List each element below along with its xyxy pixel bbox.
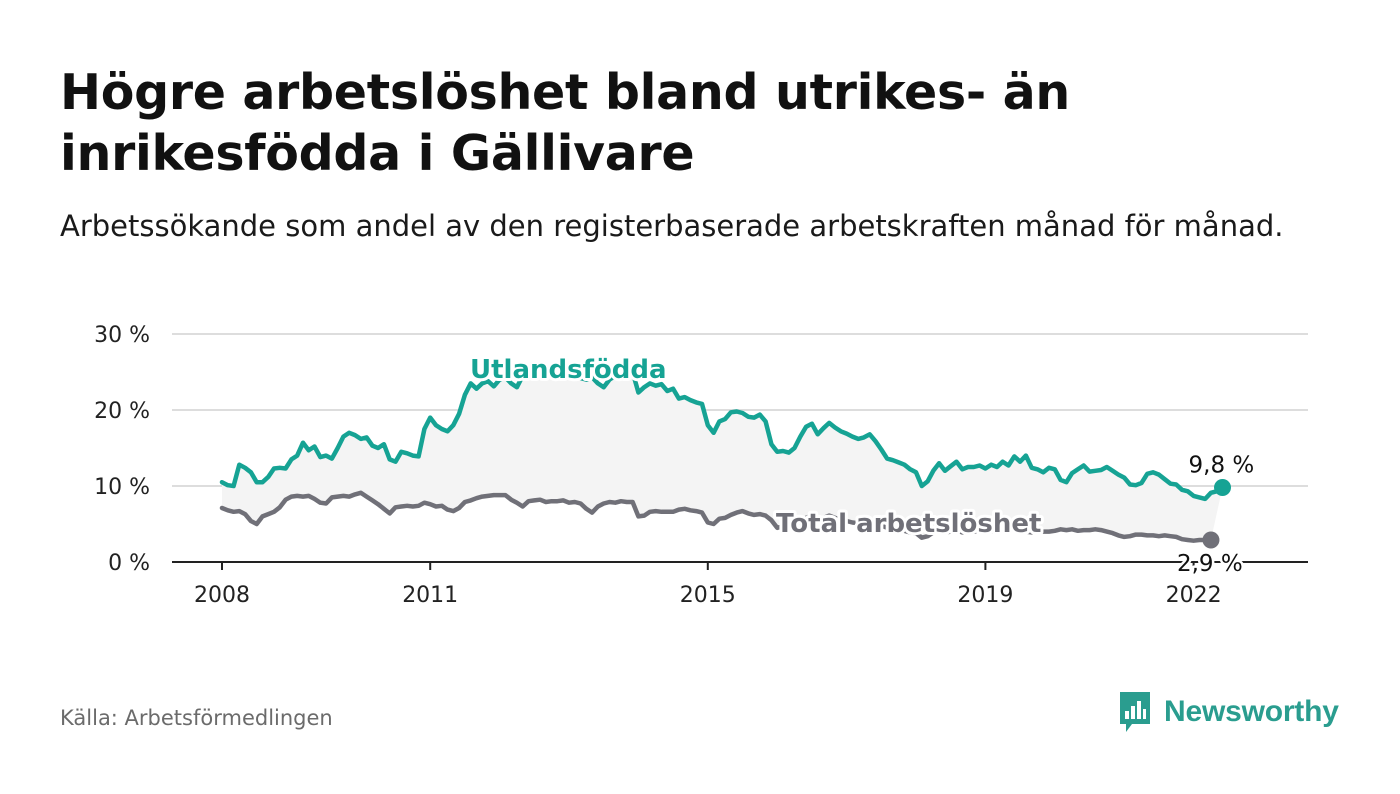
- source-note: Källa: Arbetsförmedlingen: [60, 706, 333, 730]
- foreign-born-series-end-point: [1214, 479, 1232, 497]
- x-tick-label: 2019: [957, 583, 1013, 608]
- gap-area: [222, 365, 1223, 541]
- total-unemployment-series-end-point: [1202, 531, 1220, 549]
- end-value-foreign: 9,8 %: [1189, 453, 1255, 479]
- y-tick-label: 0 %: [108, 551, 150, 576]
- y-tick-label: 10 %: [94, 475, 150, 500]
- series-label-foreign: Utlandsfödda: [470, 355, 667, 385]
- brand-name: Newsworthy: [1164, 695, 1339, 728]
- y-tick-label: 30 %: [94, 323, 150, 348]
- foreign-born-series-line: [219, 363, 1225, 502]
- x-tick-label: 2022: [1166, 583, 1222, 608]
- y-tick-label: 20 %: [94, 399, 150, 424]
- x-tick-label: 2008: [194, 583, 250, 608]
- x-tick-label: 2011: [402, 583, 458, 608]
- x-tick-label: 2015: [680, 583, 736, 608]
- end-value-total: 2,9 %: [1177, 551, 1243, 577]
- total-unemployment-series-line: [219, 490, 1214, 543]
- newsworthy-icon: [1120, 692, 1150, 732]
- gap-band: [222, 365, 1223, 541]
- series-label-total: Total arbetslöshet: [776, 509, 1041, 539]
- series-lines: [219, 363, 1232, 549]
- chart-title: Högre arbetslöshet bland utrikes- än inr…: [60, 64, 1070, 182]
- brand-logo: Newsworthy: [1118, 690, 1339, 734]
- annotations: Utlandsfödda Total arbetslöshet 9,8 % 2,9 %: [467, 352, 1257, 579]
- chart-subtitle: Arbetssökande som andel av den registerb…: [60, 209, 1284, 243]
